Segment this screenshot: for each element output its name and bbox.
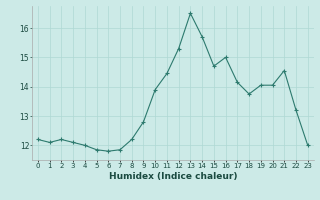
- X-axis label: Humidex (Indice chaleur): Humidex (Indice chaleur): [108, 172, 237, 181]
